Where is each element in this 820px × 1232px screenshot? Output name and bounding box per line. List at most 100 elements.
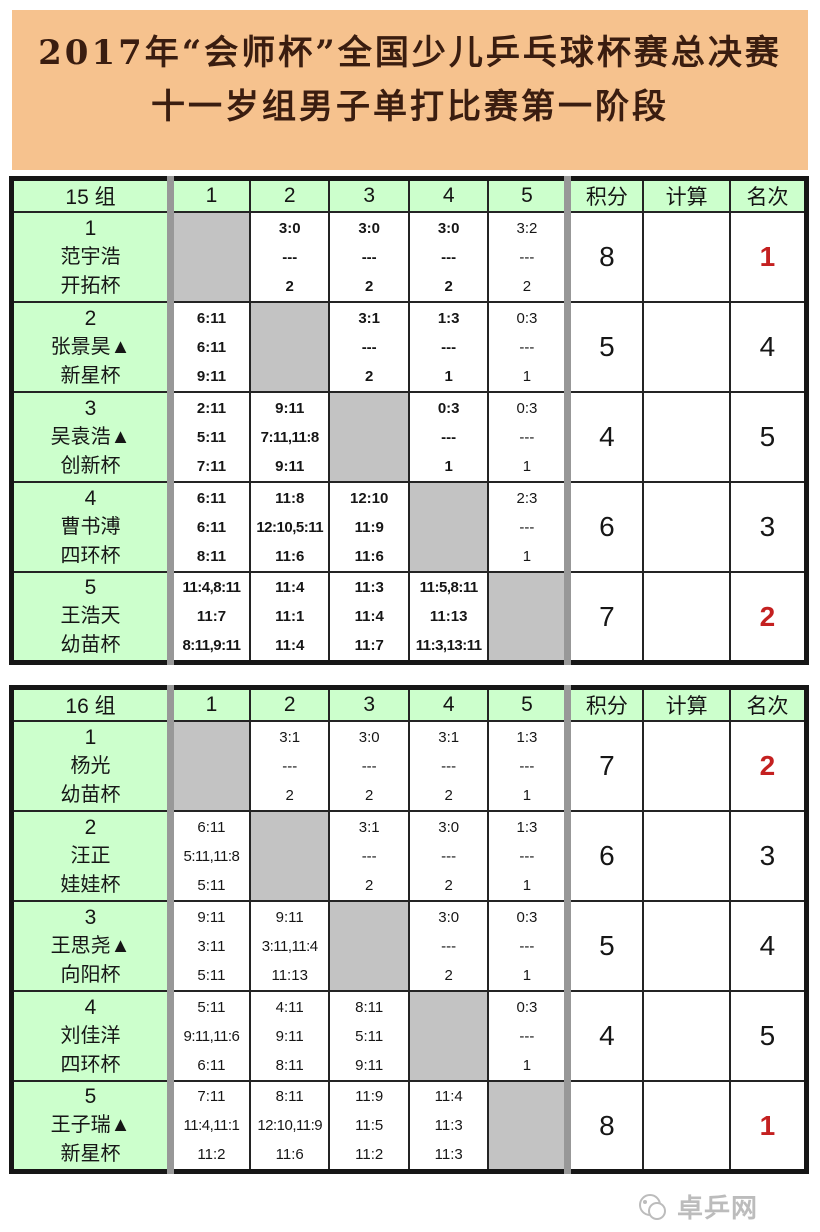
match-score-line: 9:11,11:6 <box>183 1027 240 1045</box>
player-name: 杨光 <box>70 754 111 777</box>
player-name: 王子瑞▲ <box>50 1114 131 1136</box>
match-score-line: 3:1 <box>279 728 301 746</box>
match-cell: 11:3 11:4 11:7 <box>328 571 410 664</box>
match-score-line: --- <box>441 847 457 865</box>
calc-cell <box>642 571 731 664</box>
rank-cell: 3 <box>728 481 808 573</box>
match-cell: 11:4 11:1 11:4 <box>248 571 331 664</box>
match-score-line: 6:11 <box>197 818 226 836</box>
table-row: 1 杨光 幼苗杯 3:1 --- 2 3:0 --- 2 3:1 --- 2 1:3 --- 1 7 2 <box>10 720 808 812</box>
match-score-line: 2 <box>285 277 294 295</box>
match-score-line: 1 <box>522 786 532 804</box>
header-row: 15 组 1 2 3 4 5 积分 计算 名次 <box>10 177 808 213</box>
column-header-cell-1: 1 <box>169 686 251 722</box>
match-score-line: 11:4 <box>275 637 305 654</box>
match-score-line: --- <box>361 248 377 266</box>
match-score-line: 11:2 <box>197 1146 226 1163</box>
column-header-cell-3: 3 <box>328 686 410 722</box>
match-score-line: 3:0 <box>438 818 460 836</box>
match-score-line: 3:2 <box>516 219 538 237</box>
player-seed: 1 <box>84 725 97 749</box>
diagonal-cell <box>407 990 490 1082</box>
title-line-2: 十一岁组男子单打比赛第一阶段 <box>151 87 669 127</box>
calc-cell <box>642 1080 731 1173</box>
player-name: 张景昊▲ <box>50 335 131 358</box>
player-name: 吴袁浩▲ <box>50 425 131 448</box>
match-score-line: 11:3 <box>434 1117 463 1134</box>
match-score-line: 1:3 <box>516 728 538 746</box>
match-score-line: 11:7 <box>196 608 227 625</box>
match-score-line: 1 <box>522 547 532 565</box>
match-score-line: 1 <box>444 367 453 385</box>
column-header-cell-2: 2 <box>248 177 331 213</box>
match-cell: 12:10 11:9 11:6 <box>328 481 410 573</box>
player-seed: 2 <box>84 815 97 839</box>
match-cell: 2:3 --- 1 <box>487 481 572 573</box>
match-score-line: 8:11 <box>196 547 227 565</box>
match-score-line: 5:11 <box>197 998 226 1016</box>
player-cell: 1 范宇浩 开拓杯 <box>10 211 174 303</box>
match-score-line: 11:4,11:1 <box>183 1117 240 1134</box>
match-cell: 11:8 12:10,5:11 11:6 <box>248 481 331 573</box>
match-score-line: 7:11 <box>196 457 227 475</box>
calc-cell <box>642 481 731 573</box>
match-score-line: 8:11,9:11 <box>182 637 241 654</box>
match-cell: 9:11 3:11,11:4 11:13 <box>248 900 331 992</box>
results-table-2: 16 组 1 2 3 4 5 积分 计算 名次 1 杨光 幼苗杯 3:1 --- 2 3:0 --- 2 3:1 --… <box>9 685 809 1174</box>
match-score-line: --- <box>519 757 535 775</box>
player-club: 创新杯 <box>60 454 121 477</box>
calc-cell <box>642 720 731 812</box>
match-score-line: 11:6 <box>275 547 305 565</box>
match-score-line: 11:4 <box>354 608 384 625</box>
rank-cell: 1 <box>728 1080 808 1173</box>
match-score-line: 11:4 <box>275 579 305 596</box>
table-row: 5 王浩天 幼苗杯 11:4,8:11 11:7 8:11,9:11 11:4 11:1 11:… <box>10 571 808 664</box>
match-cell: 4:11 9:11 8:11 <box>248 990 331 1082</box>
table-row: 4 刘佳洋 四环杯 5:11 9:11,11:6 6:11 4:11 9:11 8:11 8:11… <box>10 990 808 1082</box>
player-seed: 3 <box>84 396 97 420</box>
match-score-line: 6:11 <box>196 518 227 536</box>
match-score-line: 3:0 <box>437 219 460 237</box>
match-cell: 11:4 11:3 11:3 <box>407 1080 490 1173</box>
match-cell: 1:3 --- 1 <box>487 810 572 902</box>
match-cell: 3:1 --- 2 <box>407 720 490 812</box>
match-cell: 6:11 5:11,11:8 5:11 <box>169 810 251 902</box>
column-header-cell-1: 1 <box>169 177 251 213</box>
calc-cell <box>642 990 731 1082</box>
player-club: 四环杯 <box>60 544 121 567</box>
player-cell: 5 王子瑞▲ 新星杯 <box>10 1080 174 1173</box>
column-header-cell-3: 3 <box>328 177 410 213</box>
match-score-line: 5:11 <box>197 876 226 894</box>
player-seed: 4 <box>84 995 97 1019</box>
match-score-line: 3:1 <box>438 728 460 746</box>
match-score-line: 2 <box>444 786 453 804</box>
player-club: 开拓杯 <box>60 274 121 297</box>
match-score-line: 0:3 <box>516 998 538 1016</box>
points-cell: 5 <box>566 301 645 393</box>
match-cell: 3:1 --- 2 <box>248 720 331 812</box>
match-score-line: 0:3 <box>516 309 538 327</box>
match-score-line: 5:11,11:8 <box>183 847 240 865</box>
player-seed: 4 <box>84 486 97 510</box>
diagonal-cell <box>169 211 251 303</box>
points-cell: 5 <box>566 900 645 992</box>
rank-cell: 2 <box>728 571 808 664</box>
match-score-line: 2 <box>285 786 294 804</box>
match-score-line: 11:13 <box>429 608 468 625</box>
match-score-line: 6:11 <box>196 309 227 327</box>
match-score-line: 11:3 <box>354 579 384 596</box>
match-score-line: 8:11 <box>355 998 384 1016</box>
match-cell: 0:3 --- 1 <box>487 301 572 393</box>
match-score-line: 6:11 <box>196 338 227 356</box>
results-tables-container: 15 组 1 2 3 4 5 积分 计算 名次 1 范宇浩 开拓杯 3:0 --- 2 3:0 --- 2 3:0-… <box>0 176 820 1174</box>
match-cell: 6:11 6:11 8:11 <box>169 481 251 573</box>
player-club: 四环杯 <box>60 1053 121 1076</box>
player-name: 范宇浩 <box>60 245 121 268</box>
match-cell: 11:4,8:11 11:7 8:11,9:11 <box>169 571 251 664</box>
player-cell: 2 汪正 娃娃杯 <box>10 810 174 902</box>
calc-cell <box>642 900 731 992</box>
match-cell: 1:3 --- 1 <box>407 301 490 393</box>
match-score-line: 3:0 <box>438 908 460 926</box>
match-score-line: 1:3 <box>516 818 538 836</box>
score-header-cell-3: 名次 <box>728 177 808 213</box>
